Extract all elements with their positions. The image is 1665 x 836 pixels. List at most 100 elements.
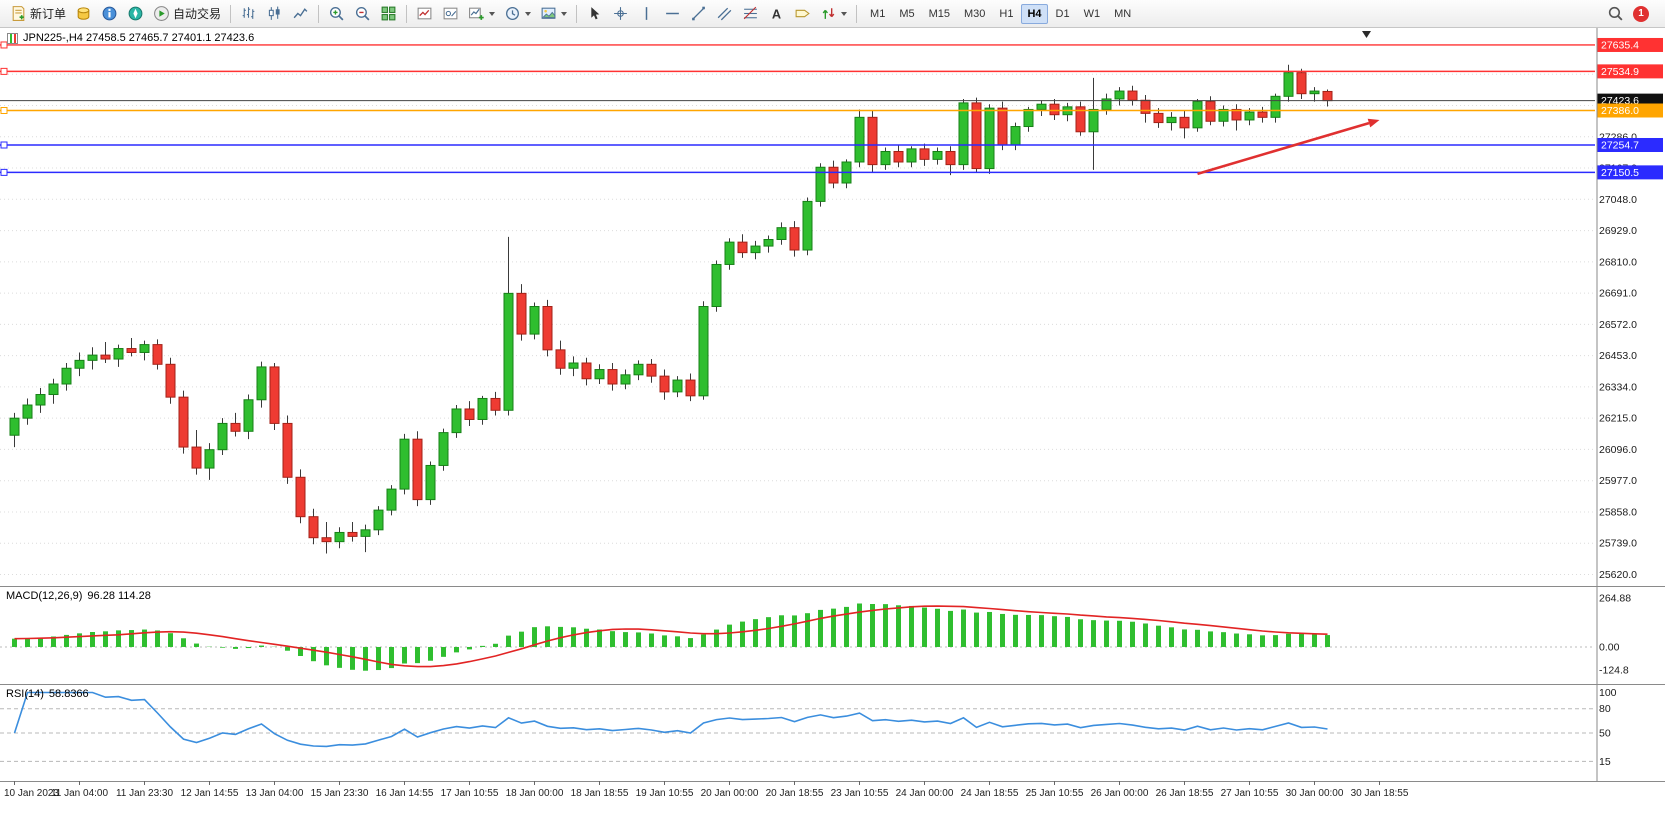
svg-text:25620.0: 25620.0: [1599, 569, 1637, 581]
horizontal-line-button[interactable]: [660, 3, 685, 25]
market-watch-button[interactable]: [71, 3, 96, 25]
macd-indicator-label: MACD(12,26,9) 96.28 114.28: [6, 590, 151, 602]
arrows-icon: [822, 8, 835, 19]
svg-text:27 Jan 10:55: 27 Jan 10:55: [1221, 788, 1279, 799]
svg-text:13 Jan 04:00: 13 Jan 04:00: [246, 788, 304, 799]
notification-badge[interactable]: 1: [1633, 5, 1649, 22]
tile-windows-icon: [381, 6, 396, 21]
candles: [9, 64, 1333, 554]
tile-windows-button[interactable]: [376, 3, 401, 25]
svg-text:11 Jan 23:30: 11 Jan 23:30: [116, 788, 174, 799]
chevron-down-icon: [561, 11, 568, 16]
timeframe-h4[interactable]: H4: [1021, 3, 1048, 24]
data-window-icon: [102, 6, 117, 21]
object-window-button[interactable]: [438, 3, 463, 25]
timeframe-m5[interactable]: M5: [899, 7, 915, 20]
new-order-button[interactable]: 新订单: [6, 3, 70, 25]
macd-panel[interactable]: 264.88 0.00 -124.8: [0, 593, 1631, 677]
cursor-button[interactable]: [582, 3, 607, 25]
zoom-in-icon: [329, 6, 344, 21]
svg-text:18 Jan 00:00: 18 Jan 00:00: [506, 788, 564, 799]
new-order-icon: [12, 6, 25, 21]
rsi-panel[interactable]: 100 80 50 15: [0, 687, 1617, 768]
new-order-label: 新订单: [30, 7, 67, 21]
svg-text:26096.0: 26096.0: [1599, 444, 1637, 456]
periods-button[interactable]: [500, 3, 535, 25]
svg-text:18 Jan 18:55: 18 Jan 18:55: [571, 788, 629, 799]
svg-text:23 Jan 10:55: 23 Jan 10:55: [831, 788, 889, 799]
horizontal-line-icon: [666, 12, 679, 15]
arrows-tool-button[interactable]: [816, 3, 851, 25]
indicator-window-button[interactable]: [412, 3, 437, 25]
panel-separators[interactable]: [0, 28, 1665, 782]
periods-icon: [506, 7, 520, 20]
macd-name: MACD(12,26,9): [6, 590, 83, 602]
timeframe-w1[interactable]: W1: [1083, 7, 1101, 20]
svg-text:17 Jan 10:55: 17 Jan 10:55: [441, 788, 499, 799]
search-button[interactable]: [1603, 3, 1628, 25]
fibonacci-icon: [743, 6, 757, 20]
template-button[interactable]: [536, 3, 571, 25]
svg-text:30 Jan 18:55: 30 Jan 18:55: [1351, 788, 1409, 799]
rsi-value: 58.8366: [48, 688, 89, 700]
svg-text:27048.0: 27048.0: [1599, 194, 1637, 206]
chart-canvas[interactable]: 27524.027405.027286.027167.027048.026929…: [0, 28, 1665, 836]
template-icon: [541, 7, 556, 19]
fibonacci-button[interactable]: [738, 3, 763, 25]
trend-arrow[interactable]: [1197, 118, 1380, 176]
zoom-out-button[interactable]: [350, 3, 375, 25]
navigator-button[interactable]: [123, 3, 148, 25]
rsi-line: [13, 691, 1328, 748]
chevron-down-icon: [489, 11, 496, 16]
timeframe-m30[interactable]: M30: [964, 7, 986, 20]
line-anchor: [0, 67, 8, 75]
svg-text:27534.9: 27534.9: [1601, 66, 1639, 78]
chart-shift-marker[interactable]: [1362, 31, 1371, 38]
crosshair-button[interactable]: [608, 3, 633, 25]
timeframe-h1[interactable]: H1: [999, 7, 1014, 20]
add-indicator-button[interactable]: [464, 3, 499, 25]
svg-text:27635.4: 27635.4: [1601, 39, 1639, 51]
autotrading-button[interactable]: 自动交易: [149, 3, 225, 25]
toolbar-separator: [576, 4, 578, 23]
data-window-button[interactable]: [97, 3, 122, 25]
svg-text:26215.0: 26215.0: [1599, 413, 1637, 425]
zoom-in-button[interactable]: [324, 3, 349, 25]
bars-chart-button[interactable]: [236, 3, 261, 25]
timeframe-d1[interactable]: D1: [1055, 7, 1070, 20]
timeframe-m15[interactable]: M15: [928, 7, 950, 20]
svg-text:15 Jan 23:30: 15 Jan 23:30: [311, 788, 369, 799]
equidistant-channel-icon: [717, 7, 732, 21]
cursor-icon: [591, 7, 600, 20]
text-tool-button[interactable]: A: [764, 3, 789, 25]
vertical-line-button[interactable]: [634, 3, 659, 25]
candles-chart-button[interactable]: [262, 3, 287, 25]
svg-text:80: 80: [1599, 703, 1611, 715]
svg-text:11 Jan 04:00: 11 Jan 04:00: [51, 788, 109, 799]
svg-text:26810.0: 26810.0: [1599, 256, 1637, 268]
chevron-down-icon: [841, 11, 848, 16]
text-label-button[interactable]: [790, 3, 815, 25]
svg-text:25739.0: 25739.0: [1599, 538, 1637, 550]
line-chart-button[interactable]: [288, 3, 313, 25]
rsi-indicator-label: RSI(14) 58.8366: [6, 688, 89, 700]
trendline-button[interactable]: [686, 3, 711, 25]
timeframe-m1[interactable]: M1: [870, 7, 886, 20]
line-anchor: [0, 168, 8, 176]
svg-text:15: 15: [1599, 756, 1611, 768]
timeframe-mn[interactable]: MN: [1114, 7, 1132, 20]
svg-text:26929.0: 26929.0: [1599, 225, 1637, 237]
price-tag: [1597, 137, 1663, 152]
svg-text:27150.5: 27150.5: [1601, 167, 1639, 179]
price-tags[interactable]: 27635.427534.927423.627386.027254.727150…: [1597, 37, 1663, 180]
bars-chart-icon: [242, 7, 255, 19]
add-indicator-icon: [469, 7, 484, 20]
equidistant-channel-button[interactable]: [712, 3, 737, 25]
price-lines[interactable]: [0, 41, 1595, 176]
line-anchor: [0, 106, 8, 114]
svg-text:24 Jan 18:55: 24 Jan 18:55: [961, 788, 1019, 799]
svg-text:20 Jan 18:55: 20 Jan 18:55: [766, 788, 824, 799]
svg-text:26453.0: 26453.0: [1599, 350, 1637, 362]
